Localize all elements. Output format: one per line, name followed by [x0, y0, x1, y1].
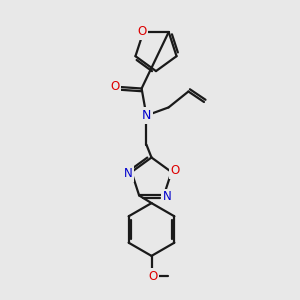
Text: O: O [148, 269, 158, 283]
Text: N: N [163, 190, 172, 203]
Text: O: O [170, 164, 180, 177]
Text: O: O [137, 25, 146, 38]
Text: N: N [142, 109, 151, 122]
Text: O: O [110, 80, 119, 94]
Text: N: N [124, 167, 132, 180]
